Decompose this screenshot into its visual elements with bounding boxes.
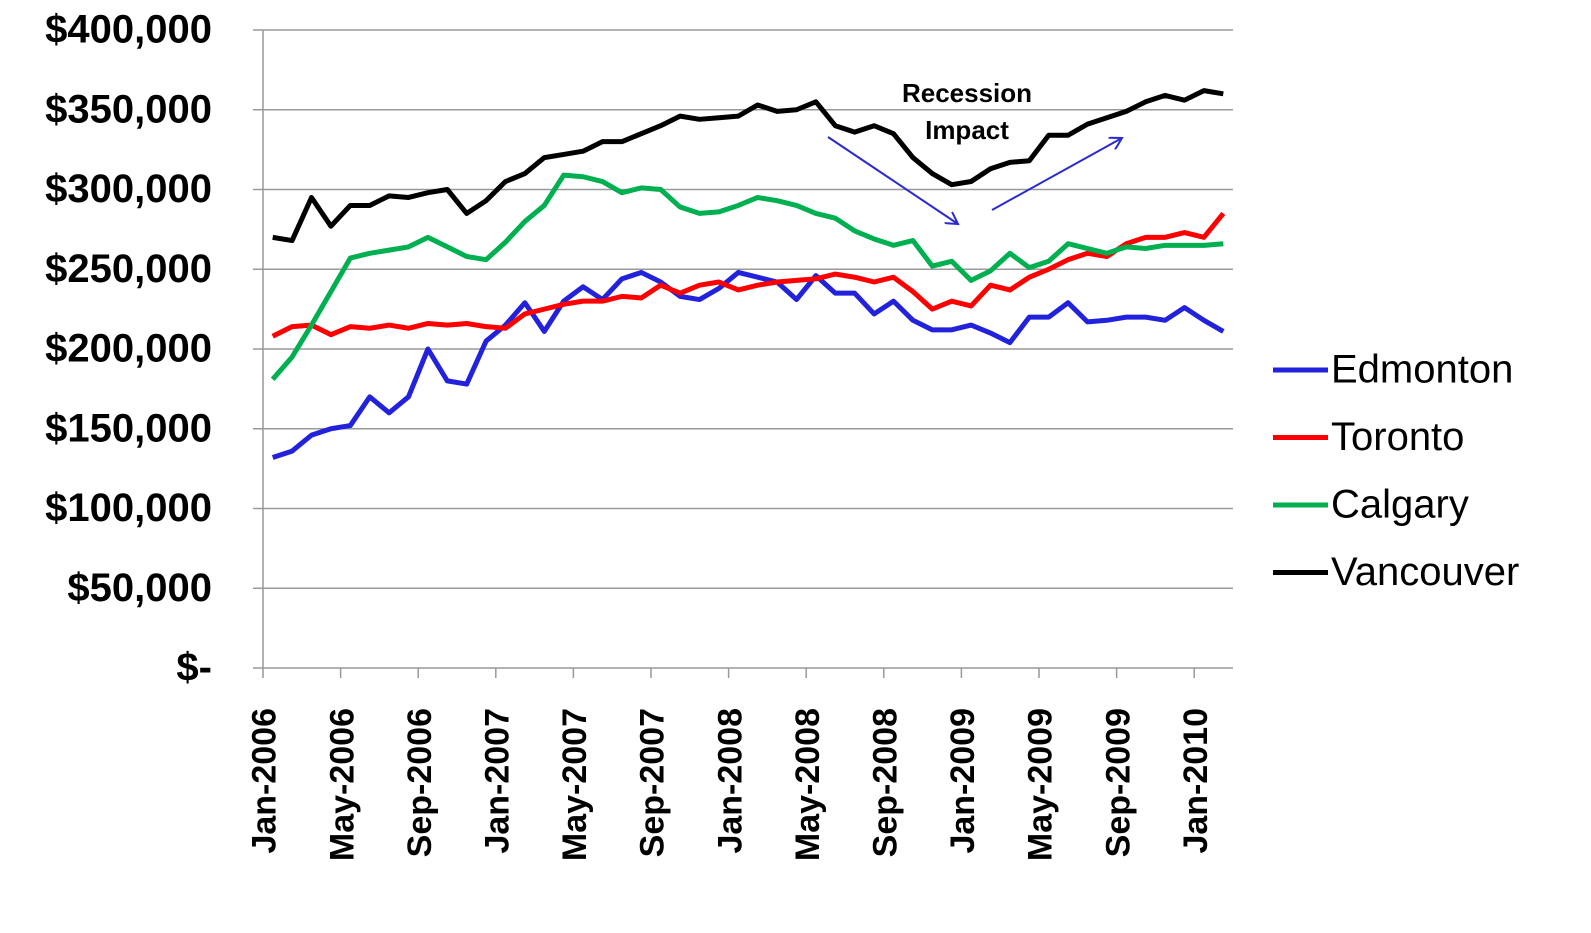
x-tick-label: May-2009	[1022, 708, 1060, 861]
x-tick-label: May-2007	[556, 708, 594, 861]
x-tick-label: Jan-2008	[711, 708, 749, 854]
x-tick-label: Sep-2009	[1099, 708, 1137, 857]
annotation: Impact	[925, 115, 1009, 145]
series-line	[271, 211, 1226, 339]
y-tick-label: $300,000	[45, 167, 212, 211]
y-tick-label: $200,000	[45, 327, 212, 371]
series-line	[270, 172, 1224, 381]
x-tick-label: Sep-2006	[401, 708, 439, 857]
y-tick-label: $50,000	[67, 566, 212, 610]
series-line	[271, 269, 1225, 460]
y-tick-label: $-	[176, 646, 212, 690]
annotation: Recession	[902, 78, 1032, 108]
y-tick-label: $150,000	[45, 406, 212, 450]
x-tick-label: May-2008	[789, 708, 827, 861]
y-tick-label: $350,000	[45, 87, 212, 131]
x-tick-label: Jan-2006	[246, 708, 284, 854]
x-tick-label: Sep-2007	[634, 708, 672, 857]
y-tick-label: $250,000	[45, 247, 212, 291]
legend-label: Edmonton	[1331, 348, 1513, 392]
legend-label: Vancouver	[1331, 550, 1519, 594]
series-line	[272, 88, 1224, 244]
arrow	[991, 138, 1122, 211]
legend-label: Calgary	[1331, 483, 1469, 527]
x-tick-label: Sep-2008	[866, 708, 904, 857]
x-tick-label: Jan-2010	[1177, 708, 1215, 854]
plot-area: $- $50,000 $100,000 $150,000 $200,000 $250,00…	[45, 8, 1519, 862]
x-tick-label: Jan-2007	[478, 708, 516, 854]
legend-label: Toronto	[1331, 415, 1464, 459]
x-tick-label: May-2006	[323, 708, 361, 861]
y-tick-label: $400,000	[45, 8, 212, 52]
y-tick-label: $100,000	[45, 486, 212, 530]
arrow	[827, 136, 958, 224]
x-tick-label: Jan-2009	[944, 708, 982, 854]
